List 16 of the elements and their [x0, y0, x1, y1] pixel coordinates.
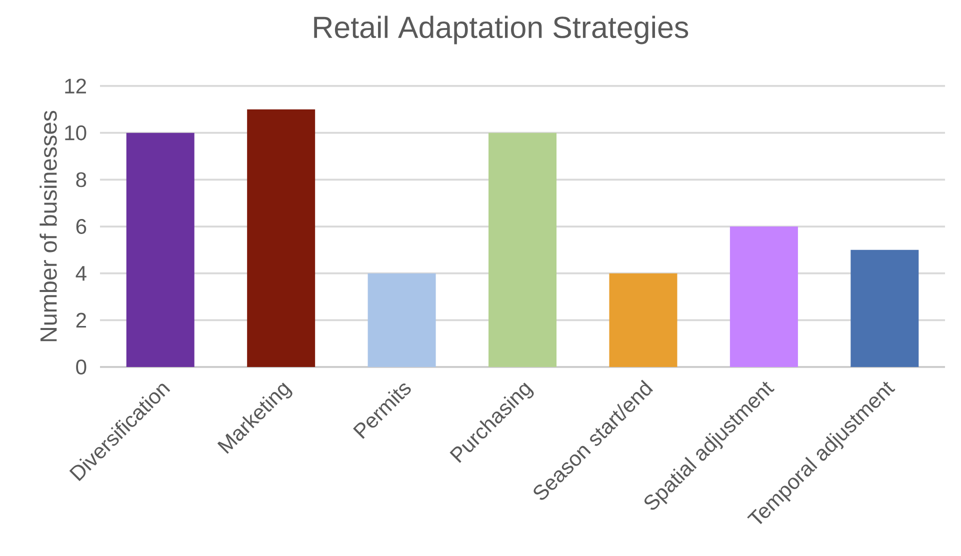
bar	[247, 109, 316, 367]
bar	[488, 132, 557, 367]
bar	[126, 132, 194, 367]
y-tick-label: 10	[65, 125, 86, 140]
y-tick-label: 8	[76, 172, 86, 188]
y-tick-label: 6	[76, 219, 86, 234]
y-tick-label: 4	[76, 266, 86, 281]
bar	[850, 250, 919, 367]
bar	[368, 273, 436, 367]
bar	[609, 273, 678, 367]
bar	[730, 226, 798, 367]
y-tick-label: 12	[65, 78, 86, 94]
y-tick-label: 2	[76, 312, 86, 328]
y-axis-title: Number of businesses	[40, 110, 57, 342]
chart-title: Retail Adaptation Strategies	[314, 16, 688, 44]
y-tick-label: 0	[76, 360, 86, 374]
